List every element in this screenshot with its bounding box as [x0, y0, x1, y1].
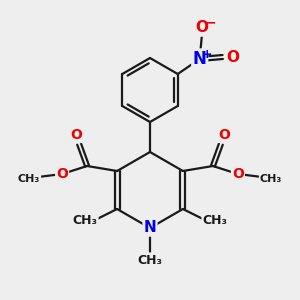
Text: N: N	[193, 50, 207, 68]
Text: −: −	[205, 15, 217, 29]
Text: CH₃: CH₃	[137, 254, 163, 266]
Text: CH₃: CH₃	[73, 214, 98, 227]
Text: O: O	[218, 128, 230, 142]
Text: O: O	[195, 20, 208, 35]
Text: O: O	[70, 128, 82, 142]
Text: O: O	[56, 167, 68, 181]
Text: CH₃: CH₃	[202, 214, 227, 227]
Text: N: N	[144, 220, 156, 236]
Text: +: +	[201, 47, 212, 61]
Text: O: O	[226, 50, 239, 64]
Text: CH₃: CH₃	[260, 174, 282, 184]
Text: CH₃: CH₃	[18, 174, 40, 184]
Text: O: O	[232, 167, 244, 181]
